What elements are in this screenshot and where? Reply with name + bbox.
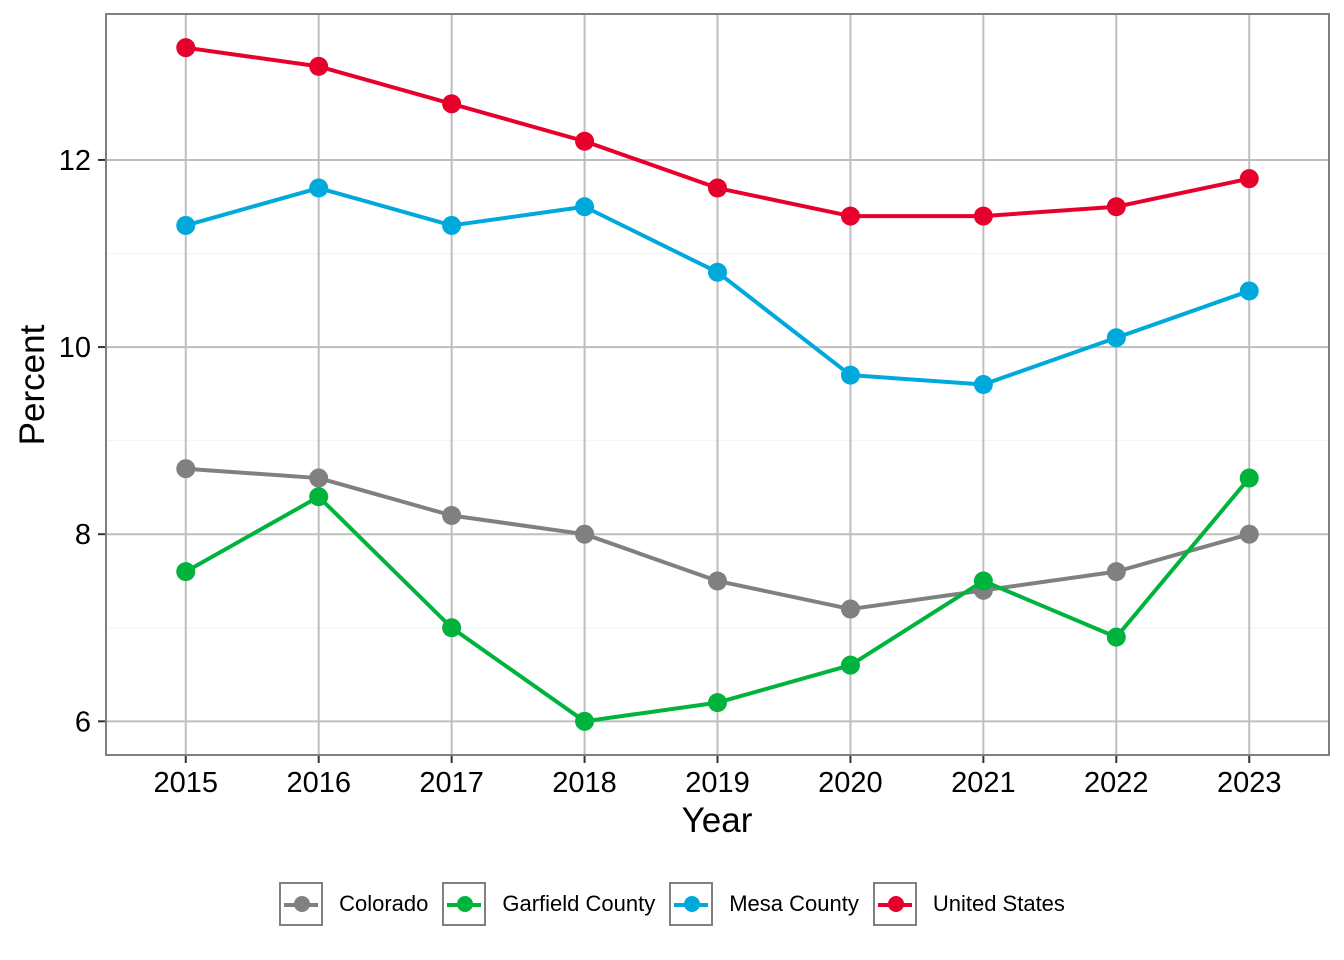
data-point-colorado (840, 599, 860, 619)
legend-dot-icon (684, 896, 701, 912)
legend-key-icon (872, 882, 917, 926)
data-point-united-states (840, 206, 860, 226)
legend-item-colorado: Colorado (279, 882, 428, 926)
data-point-united-states (442, 94, 462, 114)
data-point-mesa-county (176, 215, 196, 235)
data-point-united-states (973, 206, 993, 226)
legend-dot-icon (294, 896, 311, 912)
data-point-mesa-county (708, 262, 727, 282)
data-point-garfield-county (708, 693, 727, 713)
data-point-colorado (309, 468, 329, 488)
series-layer (176, 38, 1259, 731)
legend-key-icon (669, 882, 714, 926)
x-tick-label: 2015 (154, 767, 219, 799)
data-point-garfield-county (840, 655, 860, 675)
data-point-garfield-county (309, 487, 329, 507)
data-point-garfield-county (442, 618, 462, 638)
y-tick-label: 12 (59, 145, 91, 177)
x-tick-label: 2023 (1217, 767, 1282, 799)
y-axis-title: Percent (13, 324, 52, 445)
legend-key-icon (279, 882, 324, 926)
x-tick-label: 2021 (951, 767, 1016, 799)
data-point-united-states (1239, 169, 1259, 189)
legend-item-united-states: United States (872, 882, 1065, 926)
data-point-mesa-county (973, 375, 993, 394)
data-point-united-states (1106, 197, 1126, 217)
y-tick-label: 6 (75, 706, 91, 738)
legend-item-garfield-county: Garfield County (442, 882, 655, 926)
data-point-garfield-county (1106, 627, 1126, 647)
data-point-garfield-county (575, 711, 595, 731)
y-tick-label: 8 (75, 519, 91, 551)
legend-dot-icon (887, 896, 904, 912)
data-point-colorado (1106, 562, 1126, 582)
data-point-mesa-county (309, 178, 329, 198)
data-point-colorado (1239, 524, 1259, 544)
y-tick-label: 10 (59, 332, 91, 364)
data-point-garfield-county (1239, 468, 1259, 488)
data-point-colorado (708, 571, 727, 591)
legend-dot-icon (457, 896, 474, 912)
data-point-mesa-county (840, 365, 860, 385)
x-tick-label: 2018 (552, 767, 617, 799)
data-point-garfield-county (176, 562, 196, 582)
data-point-united-states (309, 56, 329, 76)
data-point-united-states (575, 131, 595, 151)
data-point-garfield-county (973, 571, 993, 591)
data-point-mesa-county (442, 215, 462, 235)
legend-label: Garfield County (502, 891, 656, 916)
data-point-colorado (575, 524, 595, 544)
legend-item-mesa-county: Mesa County (669, 882, 859, 926)
data-point-united-states (176, 38, 196, 58)
series-garfield-county (176, 468, 1259, 731)
legend-key-icon (442, 882, 487, 926)
axes: 6 8 10 12 2015 2016 2017 2018 2019 2020 2021 2022 20… (59, 13, 1330, 799)
data-point-colorado (442, 505, 462, 525)
series-mesa-county (176, 178, 1259, 394)
data-point-mesa-county (575, 197, 595, 217)
grid-lines (106, 14, 1329, 755)
panel-border (105, 13, 1330, 756)
x-tick-label: 2016 (286, 767, 351, 799)
data-point-united-states (708, 178, 727, 198)
x-tick-label: 2019 (685, 767, 750, 799)
legend-label: United States (932, 891, 1065, 916)
x-tick-label: 2017 (419, 767, 484, 799)
x-axis-title: Year (682, 801, 753, 840)
legend-label: Mesa County (729, 891, 859, 916)
legend-label: Colorado (339, 891, 429, 916)
x-tick-label: 2020 (818, 767, 883, 799)
legend: Colorado Garfield County Mesa County United… (0, 882, 1344, 926)
series-united-states (176, 38, 1259, 226)
data-point-colorado (176, 459, 196, 479)
x-tick-label: 2022 (1084, 767, 1149, 799)
data-point-mesa-county (1239, 281, 1259, 301)
data-point-mesa-county (1106, 328, 1126, 348)
